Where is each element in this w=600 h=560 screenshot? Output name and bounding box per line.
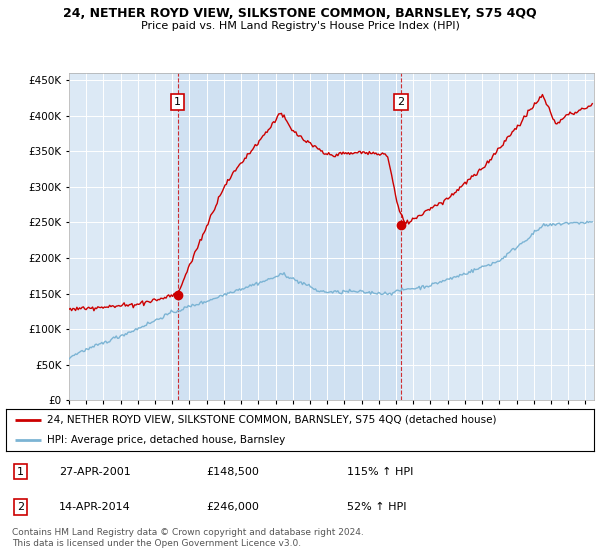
- Bar: [178, 73, 401, 400]
- Text: HPI: Average price, detached house, Barnsley: HPI: Average price, detached house, Barn…: [47, 435, 286, 445]
- Text: 2: 2: [397, 97, 404, 108]
- Text: 1: 1: [17, 466, 24, 477]
- Text: 52% ↑ HPI: 52% ↑ HPI: [347, 502, 407, 512]
- Text: £148,500: £148,500: [206, 466, 259, 477]
- Text: This data is licensed under the Open Government Licence v3.0.: This data is licensed under the Open Gov…: [12, 539, 301, 548]
- Text: 14-APR-2014: 14-APR-2014: [59, 502, 131, 512]
- Text: £246,000: £246,000: [206, 502, 259, 512]
- Text: 27-APR-2001: 27-APR-2001: [59, 466, 131, 477]
- Text: 1: 1: [174, 97, 181, 108]
- Text: Price paid vs. HM Land Registry's House Price Index (HPI): Price paid vs. HM Land Registry's House …: [140, 21, 460, 31]
- Text: 24, NETHER ROYD VIEW, SILKSTONE COMMON, BARNSLEY, S75 4QQ (detached house): 24, NETHER ROYD VIEW, SILKSTONE COMMON, …: [47, 415, 497, 424]
- Text: 115% ↑ HPI: 115% ↑ HPI: [347, 466, 413, 477]
- Text: 2: 2: [17, 502, 24, 512]
- Text: Contains HM Land Registry data © Crown copyright and database right 2024.: Contains HM Land Registry data © Crown c…: [12, 528, 364, 536]
- Text: 24, NETHER ROYD VIEW, SILKSTONE COMMON, BARNSLEY, S75 4QQ: 24, NETHER ROYD VIEW, SILKSTONE COMMON, …: [63, 7, 537, 20]
